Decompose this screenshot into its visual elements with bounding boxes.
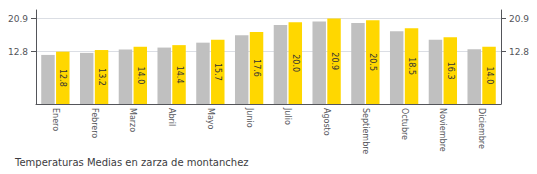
svg-text:Enero: Enero (51, 108, 60, 131)
svg-text:Marzo: Marzo (128, 108, 137, 132)
svg-text:16.3: 16.3 (446, 62, 455, 80)
svg-text:17.6: 17.6 (252, 59, 261, 77)
svg-text:Agosto: Agosto (322, 108, 331, 136)
svg-text:13.2: 13.2 (97, 68, 106, 86)
svg-text:Junio: Junio (245, 107, 254, 128)
svg-text:Temperaturas Medias en zarza d: Temperaturas Medias en zarza de montanch… (14, 157, 249, 168)
svg-text:20.9: 20.9 (330, 52, 339, 70)
svg-text:14.0: 14.0 (136, 66, 145, 84)
svg-text:20.0: 20.0 (291, 54, 300, 72)
svg-text:Octubre: Octubre (400, 108, 409, 140)
svg-text:12.8: 12.8 (58, 69, 67, 87)
svg-text:20.9: 20.9 (509, 14, 529, 24)
svg-text:Abril: Abril (167, 108, 176, 126)
svg-text:Noviembre: Noviembre (438, 108, 447, 152)
svg-text:14.0: 14.0 (485, 66, 494, 84)
svg-text:Septiembre: Septiembre (361, 108, 370, 154)
svg-text:18.5: 18.5 (407, 57, 416, 75)
svg-text:Febrero: Febrero (90, 108, 99, 138)
svg-text:20.5: 20.5 (368, 53, 377, 71)
svg-text:15.7: 15.7 (213, 63, 222, 81)
svg-text:20.9: 20.9 (8, 14, 28, 24)
svg-text:12.8: 12.8 (8, 47, 28, 57)
svg-text:Diciembre: Diciembre (477, 108, 486, 149)
svg-text:14.4: 14.4 (175, 66, 184, 84)
svg-text:12.8: 12.8 (509, 47, 529, 57)
svg-text:Mayo: Mayo (206, 108, 215, 130)
svg-text:Julio: Julio (283, 107, 292, 125)
